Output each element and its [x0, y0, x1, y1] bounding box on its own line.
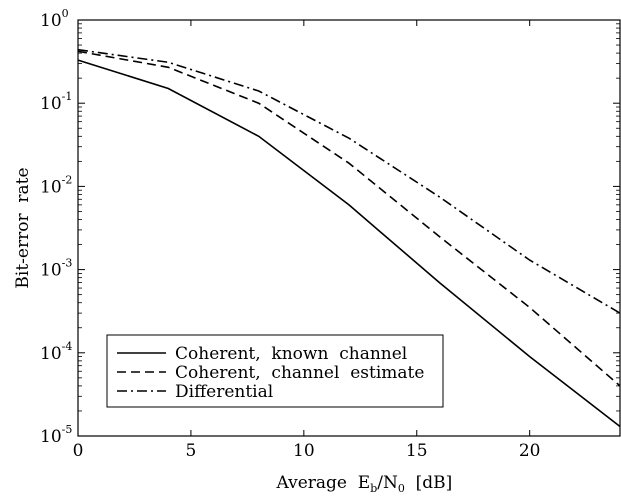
x-tick-label-2: 10	[293, 441, 315, 461]
x-tick-label-1: 5	[186, 441, 197, 461]
series-line-2	[77, 48, 621, 314]
legend-label-1: Coherent, channel estimate	[175, 363, 424, 383]
series-line-0	[77, 59, 621, 428]
series-line-1	[77, 50, 621, 387]
y-tick-label-1: 10-1	[40, 90, 72, 114]
y-tick-label-0: 100	[40, 7, 69, 31]
legend-label-0: Coherent, known channel	[175, 344, 407, 364]
legend-label-2: Differential	[175, 382, 273, 402]
x-axis-label-sub2: 0	[398, 482, 405, 495]
x-tick-label-3: 15	[406, 441, 428, 461]
x-axis-label-end: [dB]	[405, 473, 452, 493]
legend-box	[106, 334, 444, 408]
x-axis-label: Average Eb/N0 [dB]	[249, 473, 468, 495]
ticks-layer: 0 5 10 15 20 100 10-1 10-2 10-3 10-4 10-5	[40, 7, 620, 461]
x-tick-label-0: 0	[73, 441, 84, 461]
x-axis-label-mid: /N	[377, 473, 398, 493]
y-tick-label-3: 10-3	[40, 257, 72, 281]
y-tick-label-2: 10-2	[40, 173, 72, 197]
x-tick-label-4: 20	[519, 441, 541, 461]
x-axis-label-main: Average E	[276, 473, 371, 493]
series-layer	[77, 48, 621, 428]
y-tick-label-4: 10-4	[40, 340, 72, 364]
y-axis-label: Bit-error rate	[13, 167, 33, 288]
y-tick-label-5: 10-5	[40, 423, 72, 447]
plot-frame	[77, 19, 621, 437]
x-axis-label-sub1: b	[370, 482, 377, 495]
